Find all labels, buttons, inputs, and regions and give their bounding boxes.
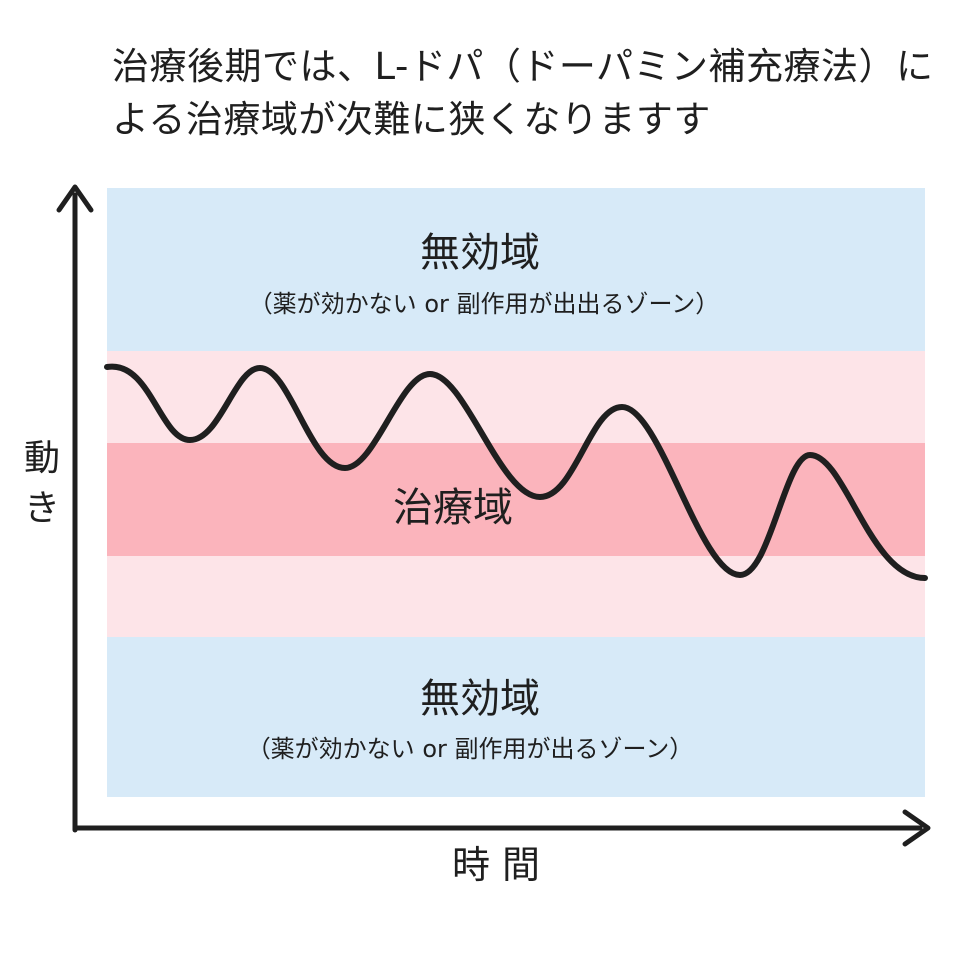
y-axis-label-line-2: き	[24, 488, 60, 529]
y-axis-label-line-1: 動	[24, 438, 60, 479]
x-axis-label: 時 間	[452, 843, 540, 887]
y-axis-arrowhead	[56, 184, 94, 213]
upper-zone-sublabel: （薬が効かない or 副作用が出出るゾーン）	[249, 290, 720, 318]
lower-ineffective-zone	[107, 637, 925, 797]
diagram-title: 治療後期では、L-ドパ（ドーパミン補充療法）に よる治療域が次難に狭くなりますす	[112, 40, 952, 146]
lower-margin-band	[107, 556, 925, 637]
title-line-2: よる治療域が次難に狭くなりますす	[112, 98, 711, 141]
lower-zone-label: 無効域	[420, 676, 540, 722]
upper-ineffective-zone	[107, 188, 925, 351]
x-axis-arrowhead	[902, 809, 931, 847]
upper-margin-band	[107, 351, 925, 443]
therapeutic-zone-label: 治療域	[393, 485, 513, 531]
motor-response-curve	[104, 363, 928, 581]
title-line-1: 治療後期では、L-ドパ（ドーパミン補充療法）に	[112, 45, 934, 88]
lower-zone-sublabel: （薬が効かない or 副作用が出るゾーン）	[247, 735, 694, 763]
upper-zone-label: 無効域	[420, 230, 540, 276]
therapeutic-zone	[107, 443, 925, 556]
